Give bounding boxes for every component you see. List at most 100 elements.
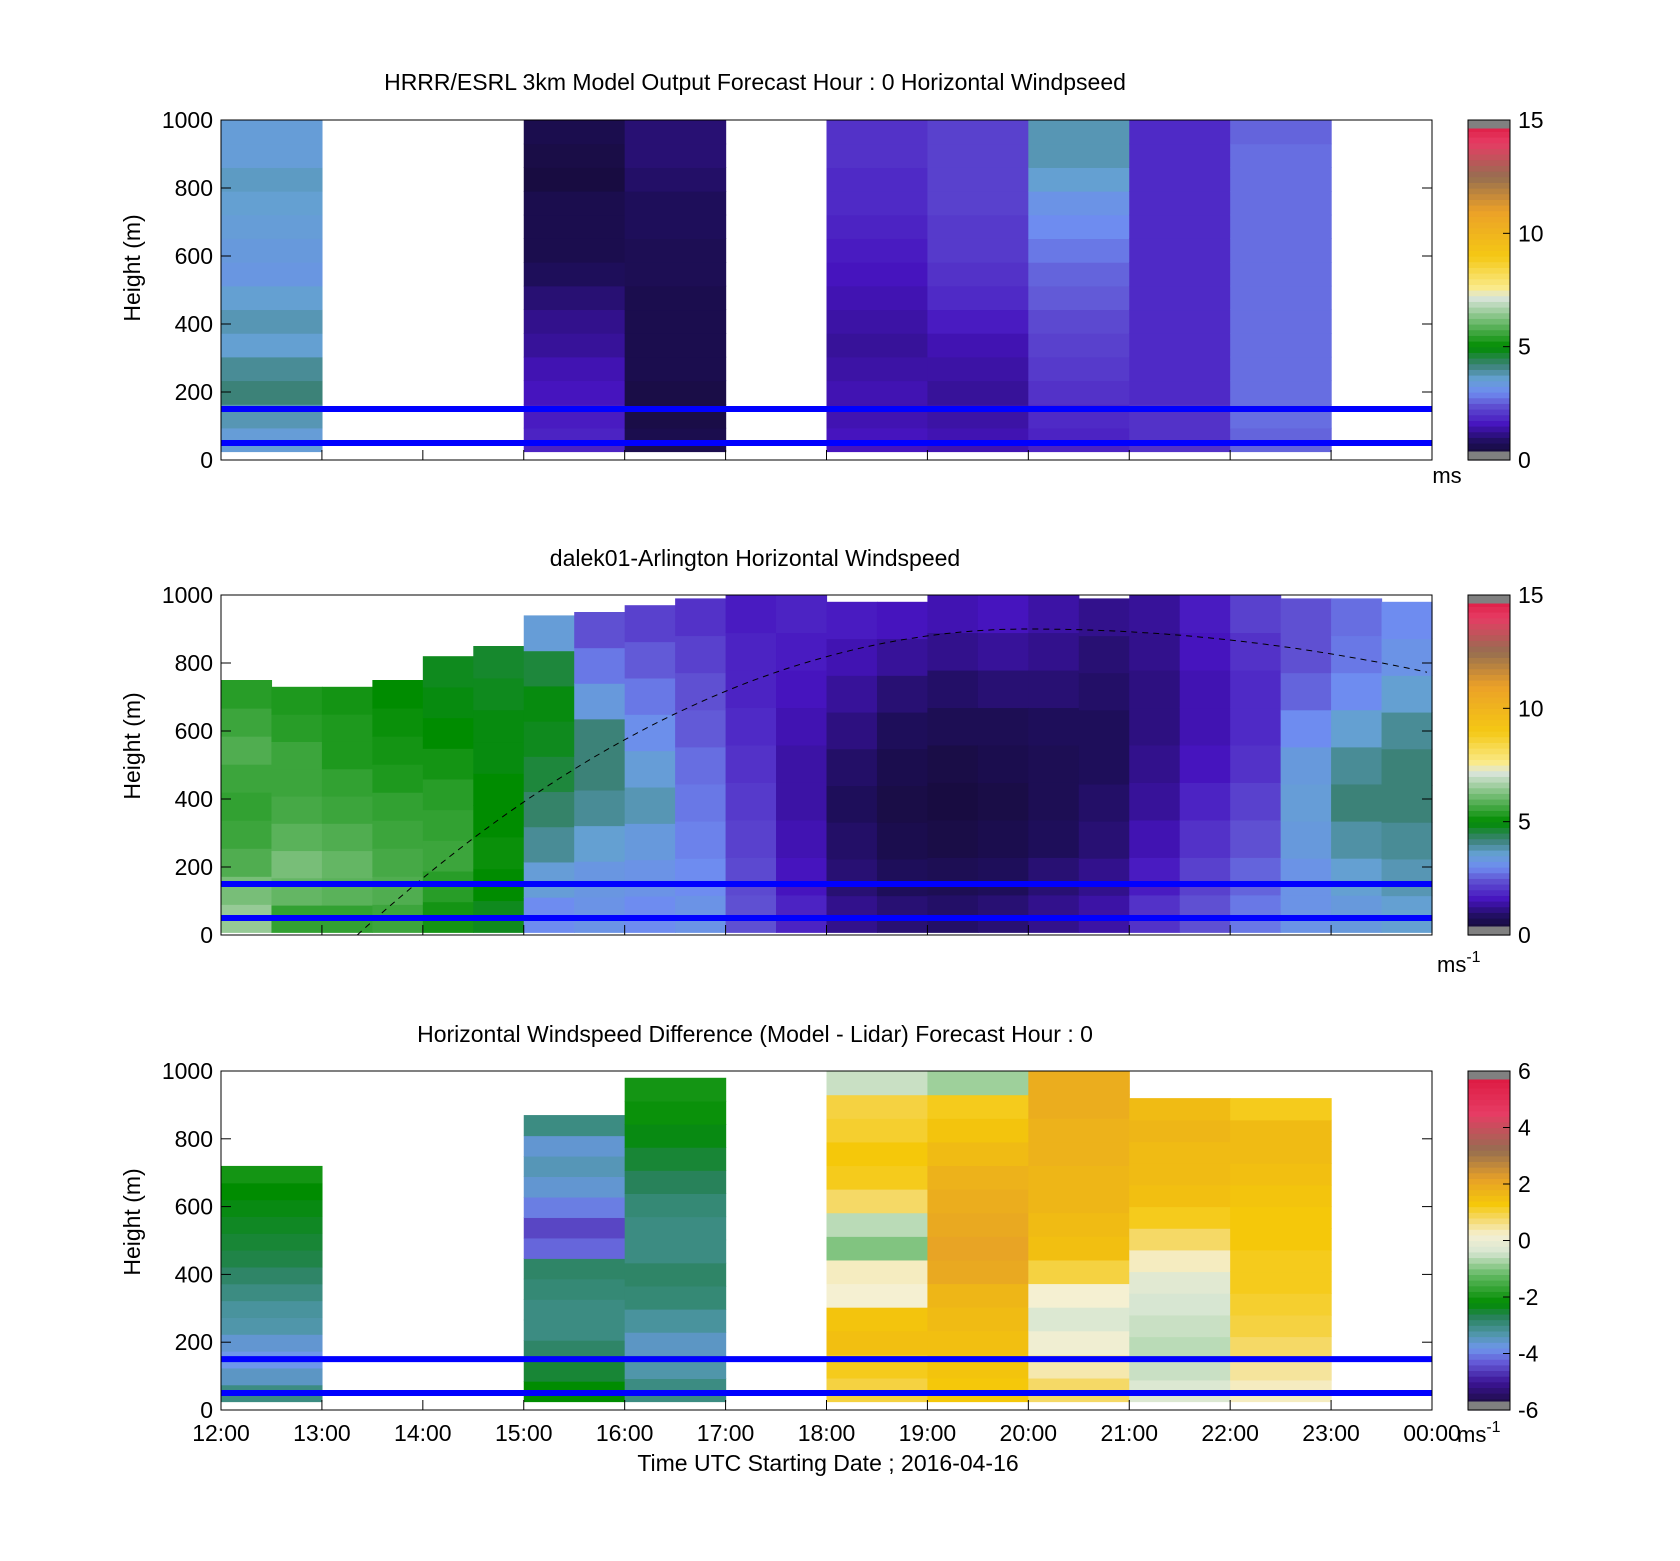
heatmap-cell xyxy=(271,686,323,715)
colorbar-segment xyxy=(1468,912,1510,919)
colorbar-segment xyxy=(1468,363,1510,370)
heatmap-cell xyxy=(1129,238,1231,263)
colorbar-segment xyxy=(1468,844,1510,851)
panel-lidar-ylabel: Height (m) xyxy=(119,692,145,799)
heatmap-cell xyxy=(221,427,323,453)
colorbar-segment xyxy=(1468,1251,1510,1259)
colorbar-segment xyxy=(1468,1257,1510,1264)
heatmap-cell xyxy=(826,380,929,405)
heatmap-cell xyxy=(876,601,929,640)
heatmap-cell xyxy=(574,647,626,684)
heatmap-1 xyxy=(221,595,1433,933)
heatmap-cell xyxy=(826,1165,929,1190)
colorbar-tick-label: 2 xyxy=(1518,1171,1531,1197)
heatmap-cell xyxy=(1028,669,1080,709)
colorbar-segment xyxy=(1468,1263,1510,1270)
heatmap-cell xyxy=(221,848,273,877)
y-tick-label: 400 xyxy=(175,311,213,337)
heatmap-cell xyxy=(473,773,525,806)
heatmap-cell xyxy=(1230,819,1282,858)
heatmap-cell xyxy=(624,1100,727,1125)
heatmap-cell xyxy=(574,789,626,827)
heatmap-cell xyxy=(271,768,323,797)
colorbar-segment xyxy=(1468,1116,1510,1123)
heatmap-cell xyxy=(1028,1118,1130,1143)
heatmap-cell xyxy=(1028,262,1130,287)
colorbar-segment xyxy=(1468,634,1510,641)
heatmap-cell xyxy=(776,595,828,634)
colorbar-segment xyxy=(1468,1144,1510,1151)
heatmap-cell xyxy=(776,857,828,896)
heatmap-cell xyxy=(1028,632,1080,671)
colorbar-segment xyxy=(1468,256,1510,263)
heatmap-cell xyxy=(1028,819,1080,858)
colorbar-segment xyxy=(1468,324,1510,331)
colorbar-segment xyxy=(1468,736,1510,743)
heatmap-cell xyxy=(1381,748,1433,786)
heatmap-cell xyxy=(523,685,575,722)
colorbar-tick-label: -2 xyxy=(1518,1284,1538,1310)
heatmap-cell xyxy=(927,285,1029,311)
heatmap-cell xyxy=(927,707,979,746)
heatmap-cell xyxy=(1129,285,1231,311)
colorbar-segment xyxy=(1468,714,1510,721)
heatmap-cell xyxy=(725,707,777,746)
heatmap-cell xyxy=(422,686,474,719)
colorbar-segment xyxy=(1468,657,1510,664)
heatmap-cell xyxy=(221,876,273,905)
panel-diff: Horizontal Windspeed Difference (Model -… xyxy=(119,1021,1501,1476)
heatmap-cell xyxy=(523,167,626,192)
heatmap-cell xyxy=(1129,380,1231,405)
y-tick-label: 800 xyxy=(175,650,213,676)
heatmap-cell xyxy=(1129,669,1181,709)
heatmap-cell xyxy=(624,641,676,679)
colorbar-segment xyxy=(1468,640,1510,647)
colorbar-tick-label: 10 xyxy=(1518,220,1544,246)
heatmap-cell xyxy=(876,822,929,860)
heatmap-cell xyxy=(876,785,929,823)
colorbar-segment xyxy=(1468,1110,1510,1117)
heatmap-cell xyxy=(826,1094,929,1119)
heatmap-cell xyxy=(1129,1293,1231,1316)
colorbar-segment xyxy=(1468,1313,1510,1321)
heatmap-cell xyxy=(826,214,929,239)
colorbar-segment xyxy=(1468,1195,1510,1202)
heatmap-cell xyxy=(977,707,1029,746)
heatmap-cell xyxy=(221,333,323,358)
colorbar-segment xyxy=(1468,233,1510,240)
heatmap-cell xyxy=(1129,1206,1231,1229)
colorbar-segment xyxy=(1468,210,1510,217)
heatmap-cell xyxy=(1129,1358,1231,1381)
heatmap-cell xyxy=(1078,635,1130,674)
heatmap-cell xyxy=(523,1196,626,1218)
heatmap-cell xyxy=(221,1233,323,1251)
heatmap-cell xyxy=(1179,857,1231,896)
colorbar-segment xyxy=(1468,821,1510,828)
heatmap-cell xyxy=(826,1236,929,1261)
heatmap-cell xyxy=(1331,709,1383,748)
heatmap-cell xyxy=(1280,895,1332,933)
colorbar-segment xyxy=(1468,312,1510,319)
heatmap-cell xyxy=(221,1199,323,1218)
heatmap-cell xyxy=(1078,820,1130,859)
colorbar-segment xyxy=(1468,1178,1510,1185)
heatmap-cell xyxy=(1028,1377,1130,1403)
colorbar-under xyxy=(1468,451,1510,460)
colorbar-segment xyxy=(1468,804,1510,811)
heatmap-cell xyxy=(221,1300,323,1318)
colorbar-segment xyxy=(1468,827,1510,834)
heatmap-cell xyxy=(221,1216,323,1234)
heatmap-cell xyxy=(321,823,373,852)
y-tick-label: 1000 xyxy=(162,1058,213,1084)
y-tick-label: 1000 xyxy=(162,107,213,133)
colorbar-segment xyxy=(1468,131,1510,138)
heatmap-cell xyxy=(1280,635,1332,674)
colorbar-segment xyxy=(1468,307,1510,314)
colorbar-segment xyxy=(1468,1138,1510,1146)
colorbar-segment xyxy=(1468,1127,1510,1134)
heatmap-cell xyxy=(826,1071,929,1096)
heatmap-cell xyxy=(725,595,777,634)
colorbar-segment xyxy=(1468,1364,1510,1372)
colorbar-tick-label: 5 xyxy=(1518,334,1531,360)
heatmap-cell xyxy=(1381,638,1433,676)
